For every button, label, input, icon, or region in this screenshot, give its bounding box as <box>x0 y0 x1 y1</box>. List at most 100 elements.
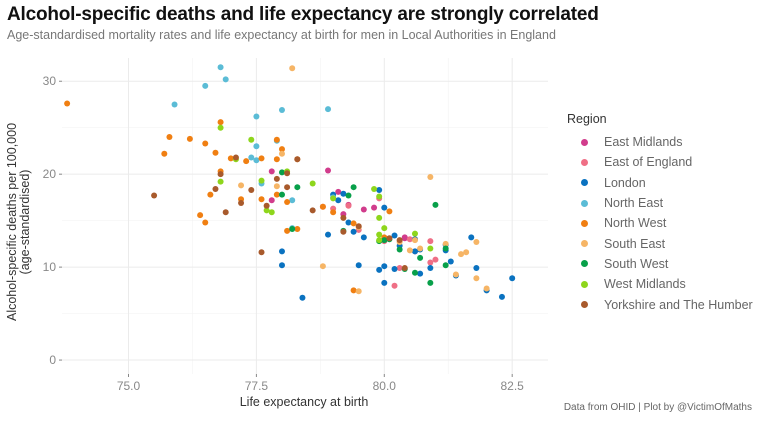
point-south-west <box>442 262 449 269</box>
legend-label: East of England <box>604 155 693 170</box>
point-north-east <box>289 197 296 204</box>
chart-subtitle: Age-standardised mortality rates and lif… <box>7 28 556 42</box>
point-north-west <box>273 156 280 163</box>
point-south-west <box>432 201 439 208</box>
point-north-west <box>212 149 219 156</box>
point-south-east <box>458 251 465 258</box>
point-london <box>468 234 475 241</box>
legend-label: Yorkshire and The Humber <box>604 297 753 312</box>
point-north-west <box>202 219 209 226</box>
point-london <box>381 204 388 211</box>
point-london <box>376 186 383 193</box>
x-tick-label: 82.5 <box>501 379 525 393</box>
point-south-west <box>442 245 449 252</box>
legend-item-south-east: South East <box>567 233 753 253</box>
point-yorkshire-and-the-humber <box>232 154 239 161</box>
point-london <box>376 266 383 273</box>
point-south-west <box>396 246 403 253</box>
legend-dot-icon <box>581 280 588 288</box>
point-north-west <box>166 134 173 140</box>
legend-dot-icon <box>581 301 588 309</box>
point-west-midlands <box>376 231 383 238</box>
point-west-midlands <box>248 136 255 143</box>
point-west-midlands <box>371 186 378 193</box>
point-east-midlands <box>325 167 332 174</box>
point-london <box>473 265 480 272</box>
legend-label: North East <box>604 196 664 211</box>
legend-item-north-west: North West <box>567 213 753 233</box>
point-north-east <box>171 101 178 108</box>
point-west-midlands <box>330 195 337 202</box>
point-west-midlands <box>217 124 224 131</box>
point-west-midlands <box>411 230 418 237</box>
point-london <box>391 265 398 272</box>
point-south-west <box>278 169 285 176</box>
point-london <box>278 262 285 269</box>
point-north-west <box>284 199 291 206</box>
point-north-east <box>253 157 260 164</box>
point-london <box>498 293 505 300</box>
legend-item-yorkshire-and-the-humber: Yorkshire and The Humber <box>567 294 753 314</box>
point-east-midlands <box>371 204 378 211</box>
point-london <box>360 234 367 241</box>
point-south-west <box>417 254 424 261</box>
point-south-east <box>463 249 470 256</box>
point-yorkshire-and-the-humber <box>401 265 408 272</box>
point-north-west <box>258 155 265 162</box>
legend-item-east-midlands: East Midlands <box>567 132 753 152</box>
point-north-west <box>243 158 250 165</box>
point-yorkshire-and-the-humber <box>248 186 255 193</box>
point-east-of-england <box>427 238 434 245</box>
point-south-west <box>289 226 296 233</box>
point-south-east <box>452 271 459 278</box>
point-north-east <box>253 143 260 150</box>
legend-dot-icon <box>581 138 588 146</box>
point-yorkshire-and-the-humber <box>309 207 316 214</box>
legend-item-west-midlands: West Midlands <box>567 274 753 294</box>
point-south-west <box>294 184 301 191</box>
point-north-west <box>186 135 193 142</box>
point-north-west <box>350 220 357 227</box>
legend-item-east-of-england: East of England <box>567 152 753 172</box>
point-south-west <box>278 191 285 198</box>
point-yorkshire-and-the-humber <box>340 228 347 235</box>
point-south-east <box>427 173 434 180</box>
point-south-west <box>345 192 352 199</box>
point-south-east <box>411 237 418 244</box>
legend: Region East Midlands East of England Londo… <box>567 112 753 315</box>
legend-label: West Midlands <box>604 277 686 292</box>
legend-item-london: London <box>567 173 753 193</box>
point-london <box>335 197 342 204</box>
point-south-west <box>350 184 357 191</box>
point-east-of-england <box>391 282 398 289</box>
point-east-midlands <box>401 235 408 242</box>
point-south-east <box>273 183 280 190</box>
legend-item-north-east: North East <box>567 193 753 213</box>
point-london <box>447 258 454 265</box>
point-east-of-england <box>345 202 352 209</box>
point-yorkshire-and-the-humber <box>217 171 224 178</box>
point-east-of-england <box>406 236 413 243</box>
point-south-west <box>427 279 434 286</box>
point-north-east <box>253 113 260 120</box>
point-west-midlands <box>376 237 383 244</box>
point-london <box>299 294 306 301</box>
point-west-midlands <box>263 207 270 214</box>
legend-label: South East <box>604 236 666 251</box>
x-tick-label: 75.0 <box>117 379 141 393</box>
point-north-west <box>386 208 393 215</box>
grid-lines <box>62 58 548 374</box>
point-north-west <box>273 191 280 198</box>
y-tick-label: 20 <box>43 167 57 181</box>
point-east-of-england <box>432 256 439 263</box>
point-north-west <box>273 136 280 143</box>
point-yorkshire-and-the-humber <box>340 214 347 221</box>
point-yorkshire-and-the-humber <box>151 192 158 199</box>
point-north-east <box>325 106 332 113</box>
point-north-west <box>202 140 209 147</box>
point-london <box>355 262 362 269</box>
point-north-west <box>197 212 204 219</box>
point-london <box>340 190 347 197</box>
point-east-midlands <box>360 206 367 213</box>
point-north-east <box>222 76 229 83</box>
